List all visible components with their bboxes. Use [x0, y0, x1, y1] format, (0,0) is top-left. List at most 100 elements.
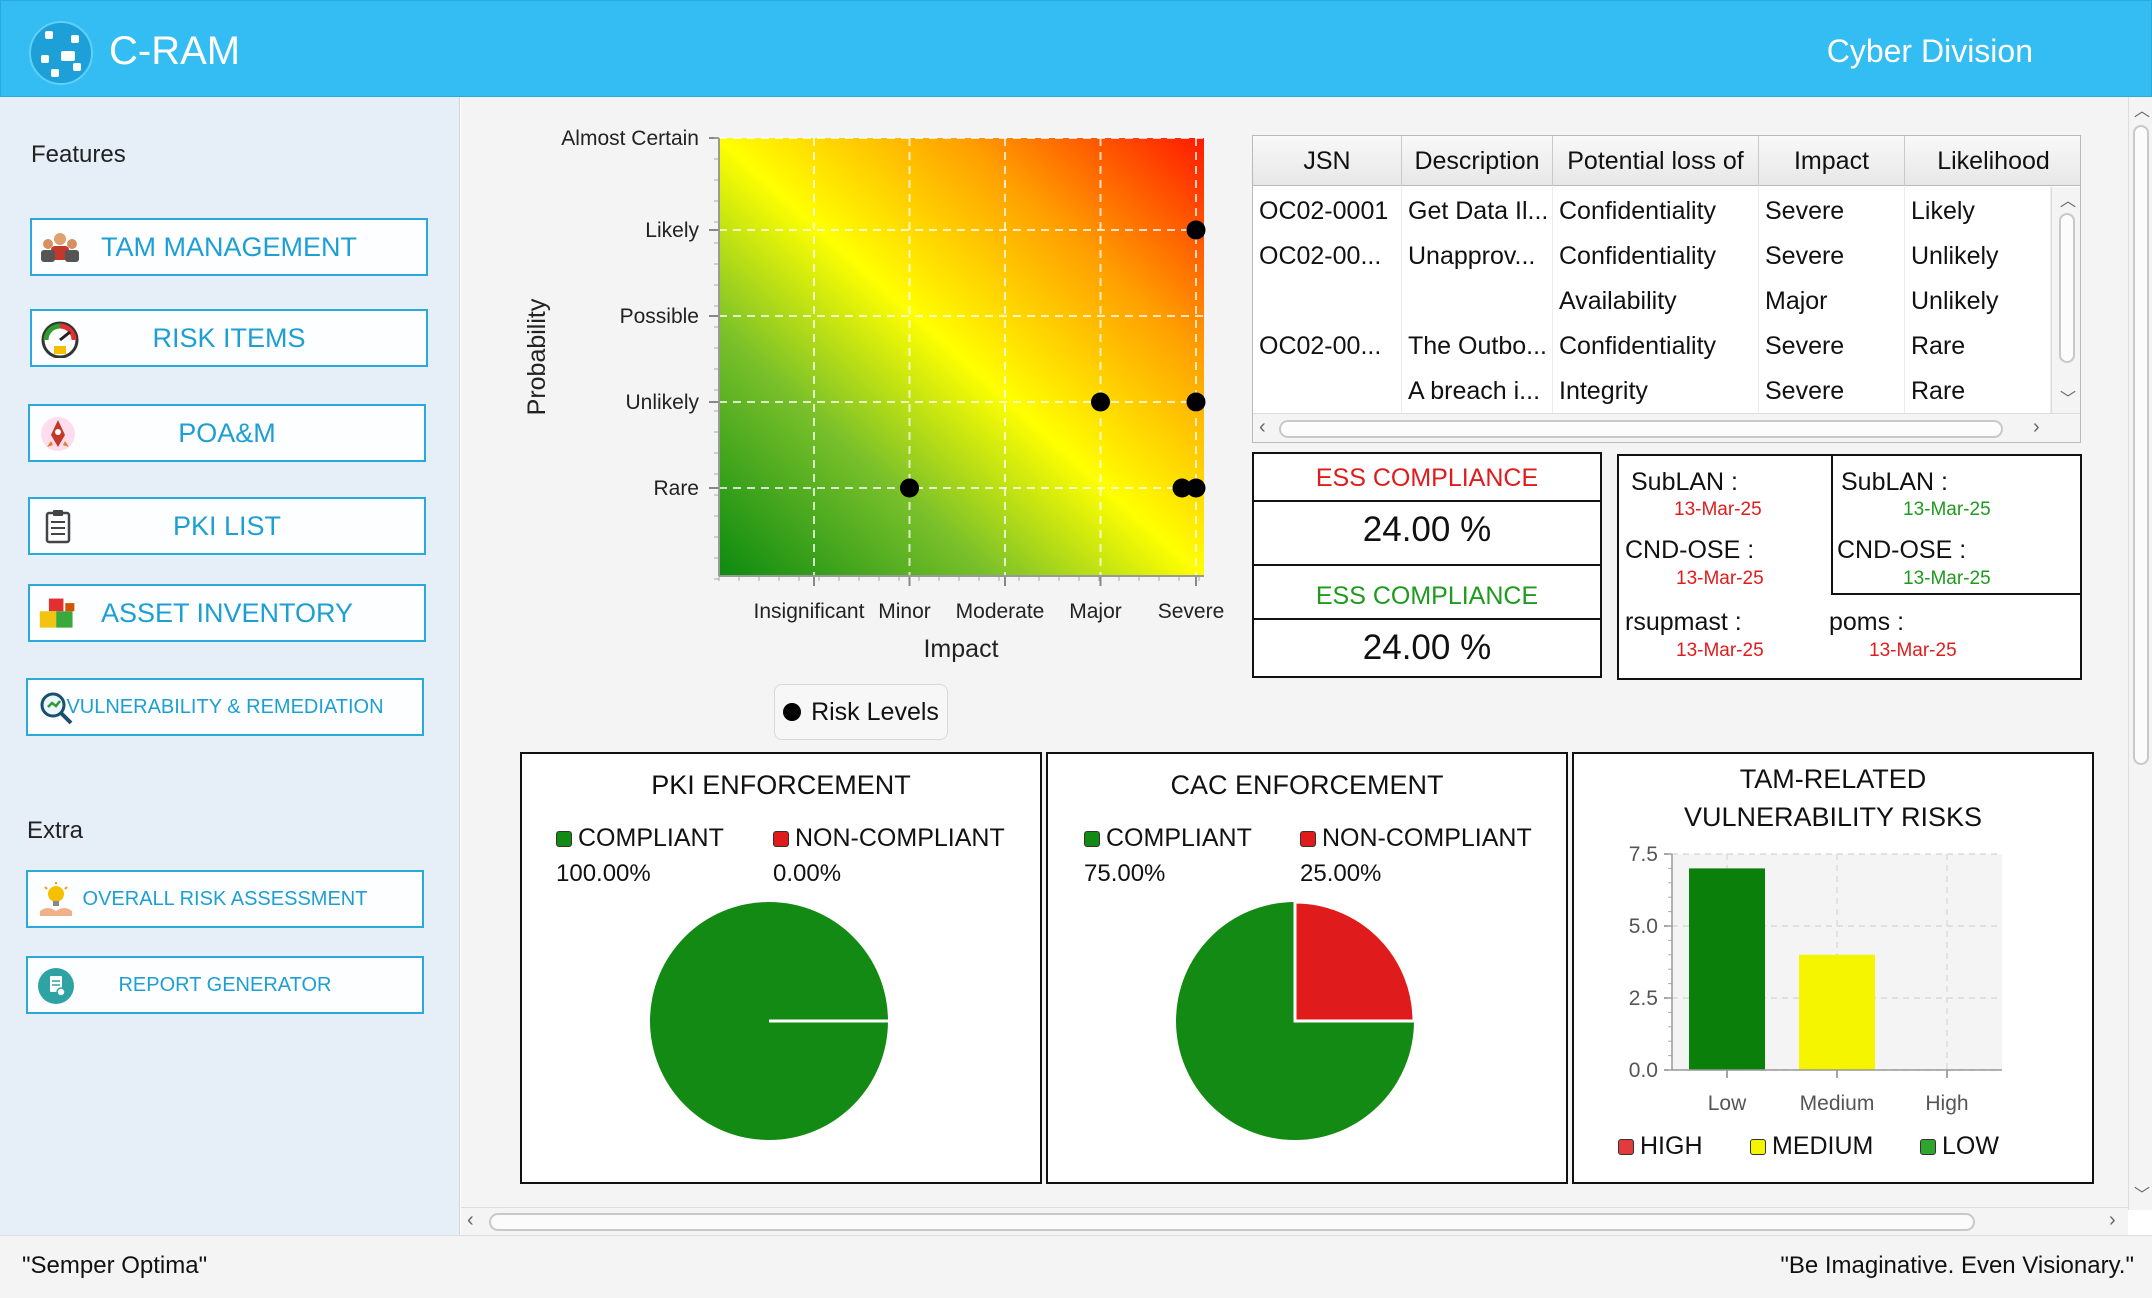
legend-low: LOW: [1920, 1132, 1999, 1161]
x-axis-label: Impact: [923, 635, 998, 663]
x-tick-label: Medium: [1800, 1092, 1875, 1115]
status-label: CND-OSE :: [1625, 536, 1755, 564]
y-tick-label: Almost Certain: [561, 127, 699, 150]
scrollbar-thumb[interactable]: [2059, 213, 2075, 363]
risk-point[interactable]: [1172, 478, 1192, 498]
scrollbar-thumb[interactable]: [489, 1213, 1975, 1231]
scroll-right-icon[interactable]: ›: [2033, 416, 2040, 438]
scroll-up-icon[interactable]: ︿: [2060, 193, 2077, 210]
table-cell: Likely: [1905, 187, 2051, 235]
vulnerability-remediation-button[interactable]: VULNERABILITY & REMEDIATION: [26, 678, 424, 736]
y-tick-label: 0.0: [1629, 1059, 1658, 1082]
x-tick-label: High: [1925, 1092, 1968, 1115]
main-horizontal-scrollbar[interactable]: ‹ ›: [461, 1207, 2128, 1235]
ess-compliance-label: ESS COMPLIANCE: [1315, 582, 1539, 610]
column-header-likelihood[interactable]: Likelihood: [1937, 147, 2050, 175]
overall-risk-assessment-button[interactable]: OVERALL RISK ASSESSMENT: [26, 870, 424, 928]
legend-label: LOW: [1942, 1132, 1999, 1160]
legend-label: NON-COMPLIANT: [795, 824, 1005, 852]
ess-compliance-value: 24.00 %: [1362, 510, 1492, 549]
legend-compliant: COMPLIANT: [556, 824, 724, 853]
table-cell: Confidentiality: [1553, 187, 1759, 235]
table-cell: Rare: [1905, 322, 2051, 370]
table-cell: [1253, 277, 1402, 325]
status-label: SubLAN :: [1841, 468, 1949, 496]
column-header-description[interactable]: Description: [1402, 136, 1553, 186]
nav-label: ASSET INVENTORY: [100, 597, 354, 628]
asset-inventory-button[interactable]: ASSET INVENTORY: [28, 584, 426, 642]
legend-medium: MEDIUM: [1750, 1132, 1873, 1161]
table-cell: Severe: [1759, 367, 1905, 415]
risk-point[interactable]: [1186, 392, 1206, 412]
legend-non-compliant: NON-COMPLIANT: [1300, 824, 1532, 853]
risk-point[interactable]: [1091, 392, 1110, 412]
panel-title-line2: VULNERABILITY RISKS: [1683, 802, 1983, 832]
legend-swatch: [773, 830, 789, 847]
legend-label: COMPLIANT: [578, 824, 724, 852]
cac-pie-chart: [1176, 900, 1416, 1140]
column-header-potential-loss[interactable]: Potential loss of: [1553, 136, 1759, 186]
panel-title: PKI ENFORCEMENT: [651, 770, 911, 800]
table-row[interactable]: OC02-0001 Get Data Il... Confidentiality Se…: [1253, 187, 2051, 235]
scroll-left-icon[interactable]: ‹: [1259, 416, 1266, 438]
division-label: Cyber Division: [1826, 33, 2033, 69]
table-row[interactable]: OC02-00... The Outbo... Confidentiality Sev…: [1253, 322, 2051, 370]
table-row[interactable]: A breach i... Integrity Severe Rare: [1253, 367, 2051, 415]
non-compliant-percent: 25.00%: [1300, 860, 1382, 887]
table-cell: Severe: [1759, 322, 1905, 370]
document-icon: [36, 967, 76, 1005]
risk-items-button[interactable]: RISK ITEMS: [30, 309, 428, 367]
status-label: rsupmast :: [1625, 608, 1742, 636]
risk-point[interactable]: [900, 478, 919, 498]
app-logo-icon: [29, 21, 93, 85]
app-header: C-RAM Cyber Division: [0, 0, 2152, 97]
pie-slice[interactable]: [1293, 900, 1416, 1023]
x-tick-label: Insignificant: [754, 600, 865, 623]
y-tick-label: Unlikely: [625, 391, 699, 414]
legend-label: HIGH: [1640, 1132, 1703, 1160]
table-row[interactable]: Availability Major Unlikely: [1253, 277, 2051, 325]
main-vertical-scrollbar[interactable]: ︿ ﹀: [2128, 97, 2152, 1210]
scroll-down-icon[interactable]: ﹀: [2060, 391, 2077, 408]
magnifier-icon: [36, 689, 76, 727]
legend-label: NON-COMPLIANT: [1322, 824, 1532, 852]
scrollbar-thumb[interactable]: [1279, 420, 2003, 438]
table-row[interactable]: OC02-00... Unapprov... Confidentiality Seve…: [1253, 232, 2051, 280]
legend-label: Risk Levels: [811, 697, 939, 726]
column-header-jsn[interactable]: JSN: [1253, 136, 1402, 186]
column-header-impact[interactable]: Impact: [1759, 136, 1905, 186]
ess-compliance-value: 24.00 %: [1362, 628, 1492, 667]
poam-button[interactable]: POA&M: [28, 404, 426, 462]
scroll-down-icon[interactable]: ﹀: [2134, 1187, 2151, 1204]
scroll-right-icon[interactable]: ›: [2109, 1209, 2116, 1231]
footer: "Semper Optima" "Be Imaginative. Even Vi…: [0, 1235, 2152, 1298]
cac-enforcement-panel: CAC ENFORCEMENT COMPLIANT NON-COMPLIANT …: [1046, 752, 1568, 1184]
clipboard-icon: [38, 508, 78, 546]
extra-heading: Extra: [27, 817, 84, 844]
table-horizontal-scrollbar[interactable]: ‹ ›: [1253, 413, 2080, 442]
scroll-left-icon[interactable]: ‹: [467, 1209, 474, 1231]
risk-items-table[interactable]: JSN Description Potential loss of Impact…: [1252, 135, 2081, 443]
scan-status-panel: SubLAN : 13-Mar-25 CND-OSE : 13-Mar-25 r…: [1617, 454, 2082, 680]
tam-management-button[interactable]: TAM MANAGEMENT: [30, 218, 428, 276]
scroll-up-icon[interactable]: ︿: [2134, 103, 2151, 120]
bar[interactable]: [1799, 954, 1875, 1070]
table-cell: OC02-00...: [1253, 322, 1402, 370]
table-vertical-scrollbar[interactable]: ︿ ﹀: [2051, 187, 2080, 413]
status-label: SubLAN :: [1631, 468, 1739, 496]
legend-swatch: [1920, 1138, 1936, 1155]
x-tick-label: Major: [1069, 600, 1122, 623]
pki-pie-chart: [650, 902, 888, 1140]
y-axis-label: Probability: [523, 298, 551, 415]
risk-point[interactable]: [1186, 220, 1206, 240]
pki-list-button[interactable]: PKI LIST: [28, 497, 426, 555]
scrollbar-thumb[interactable]: [2133, 125, 2149, 765]
table-cell: Unapprov...: [1402, 232, 1553, 280]
bar[interactable]: [1689, 868, 1765, 1070]
legend-compliant: COMPLIANT: [1084, 824, 1252, 853]
report-generator-button[interactable]: REPORT GENERATOR: [26, 956, 424, 1014]
y-tick-label: 2.5: [1629, 987, 1658, 1010]
risk-point[interactable]: [1186, 478, 1206, 498]
y-tick-label: Likely: [645, 219, 699, 242]
legend-dot-icon: [783, 703, 802, 721]
